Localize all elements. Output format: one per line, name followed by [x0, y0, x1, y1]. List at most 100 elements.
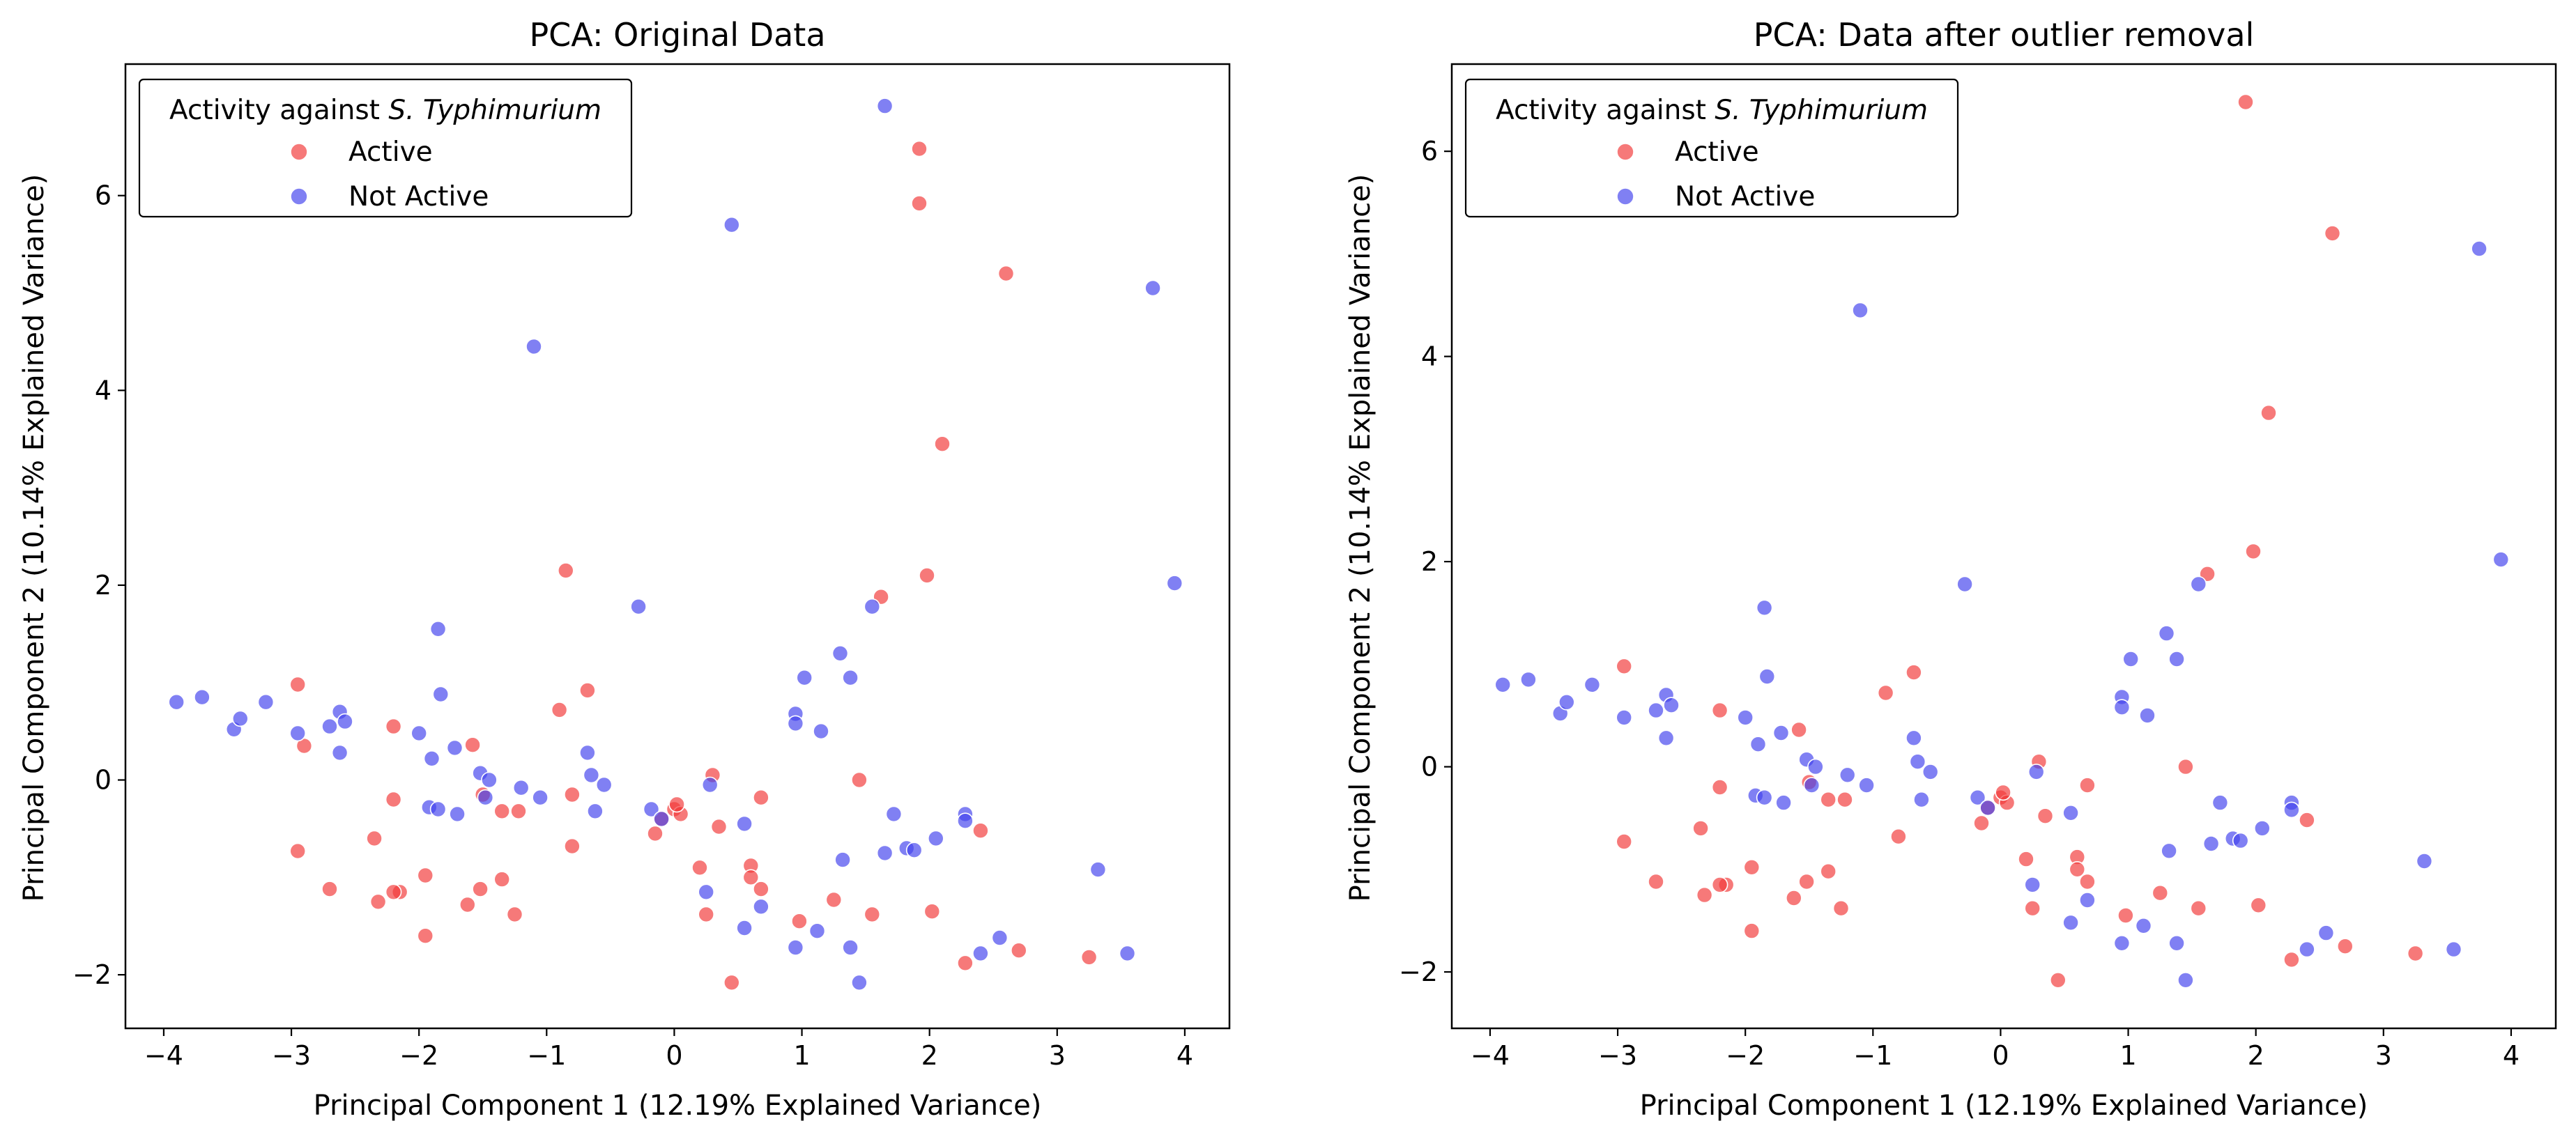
data-point [331, 744, 348, 762]
data-point [2161, 842, 2177, 860]
data-point [876, 844, 894, 862]
data-point [2050, 972, 2067, 989]
x-tick-label: 1 [793, 1040, 810, 1071]
data-point [1616, 658, 1632, 675]
data-point [481, 771, 498, 789]
data-point [510, 803, 527, 820]
y-tick-label: 0 [95, 765, 112, 796]
data-point [928, 830, 944, 847]
data-point [2337, 938, 2354, 954]
data-point [423, 750, 440, 767]
x-axis-label: Principal Component 1 (12.19% Explained … [1640, 1090, 2368, 1122]
data-point [1166, 575, 1183, 592]
data-point [2079, 892, 2096, 909]
data-point [1922, 764, 1939, 780]
data-point [1711, 702, 1728, 719]
data-point [2027, 764, 2045, 780]
data-point [1820, 791, 1837, 808]
data-point [2177, 972, 2194, 989]
data-point [2232, 832, 2249, 849]
data-point [1803, 777, 1820, 794]
data-point [701, 776, 719, 794]
data-point [2190, 575, 2207, 593]
x-tick-label: 2 [2248, 1040, 2264, 1071]
data-point [1520, 671, 1537, 688]
data-point [723, 216, 740, 233]
x-tick-label: −3 [272, 1040, 311, 1071]
data-point [2168, 651, 2185, 667]
data-point [1772, 725, 1790, 741]
data-point [1696, 886, 1713, 904]
data-point [808, 922, 826, 939]
data-point [1711, 876, 1728, 893]
data-point [194, 688, 210, 706]
data-point [736, 815, 753, 833]
data-point [385, 791, 402, 808]
data-point [1837, 791, 1853, 808]
data-point [1144, 279, 1161, 297]
data-point [997, 265, 1015, 282]
data-point [2158, 625, 2175, 642]
y-tick-label: 2 [95, 570, 112, 601]
data-point [1711, 779, 1728, 796]
axes-frame [124, 63, 1231, 1030]
data-point [1906, 729, 1922, 747]
x-axis-label: Principal Component 1 (12.19% Explained … [314, 1090, 1042, 1122]
axes-frame [1450, 63, 2557, 1030]
data-point [972, 945, 989, 962]
legend-item-label: Not Active [1675, 181, 1815, 212]
x-tick-label: −4 [1471, 1040, 1510, 1071]
data-point [864, 598, 881, 615]
data-point [753, 898, 769, 915]
data-point [512, 779, 530, 796]
data-point [787, 715, 804, 732]
data-point [1995, 784, 2011, 801]
data-point [825, 891, 843, 909]
series-not-active [168, 98, 1183, 991]
x-tick-label: −2 [399, 1040, 438, 1071]
legend: Activity against S. Typhimurium Active Not… [138, 78, 633, 218]
data-point [2037, 807, 2054, 824]
data-point [919, 567, 935, 584]
x-tick-label: 3 [1049, 1040, 1066, 1071]
data-point [851, 974, 868, 991]
data-point [1877, 684, 1894, 702]
data-point [753, 881, 769, 897]
data-point [1775, 794, 1792, 811]
data-point [698, 883, 715, 901]
data-point [2407, 945, 2424, 962]
data-point [1979, 799, 1996, 817]
data-point [2117, 907, 2134, 924]
data-point [2202, 835, 2220, 852]
y-axis-label: Principal Component 2 (10.14% Explained … [1344, 174, 1377, 902]
data-point [506, 906, 523, 923]
legend-title: Activity against S. Typhimurium [169, 95, 601, 126]
data-point [369, 893, 387, 911]
data-point [831, 644, 849, 662]
data-point [417, 867, 434, 884]
data-point [1906, 664, 1922, 681]
x-tick-label: 0 [666, 1040, 682, 1071]
x-tick-label: −4 [144, 1040, 183, 1071]
data-point [1807, 758, 1824, 775]
data-point [1616, 833, 1632, 850]
data-point [417, 927, 434, 944]
series-not-active [1494, 240, 2510, 989]
data-point [366, 830, 383, 847]
data-point [2237, 93, 2254, 111]
data-point [385, 883, 402, 901]
x-tick-label: −2 [1726, 1040, 1765, 1071]
data-point [337, 713, 353, 730]
data-point [691, 859, 708, 876]
data-point [2122, 651, 2139, 667]
y-tick-label: 4 [1421, 341, 1438, 372]
data-point [429, 620, 447, 637]
data-point [2018, 851, 2034, 867]
legend-marker [1616, 187, 1634, 206]
data-point [742, 869, 760, 886]
data-point [710, 818, 728, 835]
data-point [459, 896, 476, 913]
data-point [1758, 668, 1776, 685]
legend-marker [290, 143, 308, 161]
